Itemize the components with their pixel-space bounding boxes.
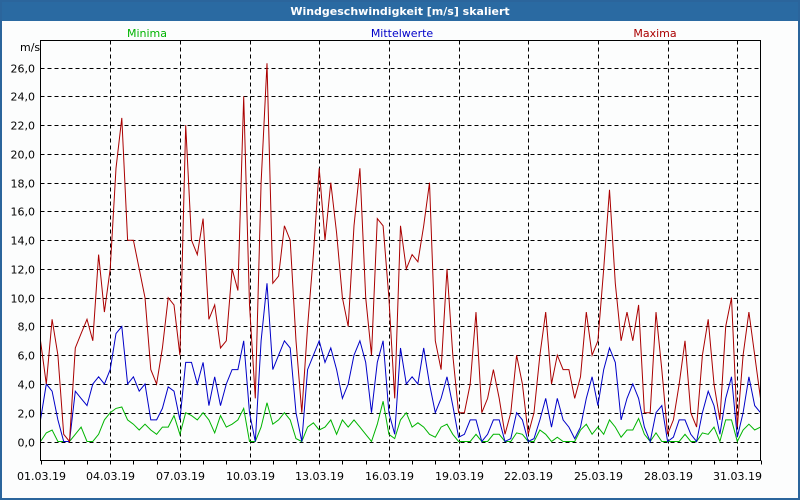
y-tick-label: 24,0	[11, 91, 36, 104]
x-tick-label: 13.03.19	[295, 470, 344, 483]
legend-maxima: Maxima	[633, 27, 677, 40]
y-tick-label: 20,0	[11, 149, 36, 162]
y-tick-label: 14,0	[11, 235, 36, 248]
x-tick-label: 04.03.19	[86, 470, 135, 483]
x-tick-label: 28.03.19	[644, 470, 693, 483]
y-tick-label: 12,0	[11, 264, 36, 277]
x-tick-label: 07.03.19	[156, 470, 205, 483]
chart-grid	[40, 40, 761, 461]
x-tick-label: 16.03.19	[365, 470, 414, 483]
y-tick-label: 10,0	[11, 293, 36, 306]
y-axis: 0,0 2,0 4,0 6,0 8,0 10,0 12,0 14,0 16,0 18,0 20,0 2…	[11, 63, 36, 450]
x-tick-label: 10.03.19	[226, 470, 275, 483]
y-tick-label: 8,0	[18, 321, 36, 334]
legend-mean: Mittelwerte	[370, 27, 434, 40]
window-title: Windgeschwindigkeit [m/s] skaliert	[2, 2, 798, 21]
x-tick-label: 19.03.19	[435, 470, 484, 483]
series-minima-line	[40, 401, 761, 444]
y-axis-unit: m/s	[20, 41, 41, 54]
y-tick-label: 22,0	[11, 120, 36, 133]
plot-area-frame	[40, 40, 761, 461]
x-tick-label: 01.03.19	[17, 470, 66, 483]
x-tick-label: 25.03.19	[574, 470, 623, 483]
series-maxima-line	[40, 63, 761, 443]
chart-series	[40, 63, 761, 444]
legend-minima: Minima	[126, 27, 168, 40]
y-tick-label: 2,0	[18, 408, 36, 421]
y-tick-label: 0,0	[18, 437, 36, 450]
y-tick-label: 4,0	[18, 379, 36, 392]
y-tick-label: 26,0	[11, 63, 36, 76]
y-tick-label: 16,0	[11, 206, 36, 219]
y-tick-label: 6,0	[18, 350, 36, 363]
x-tick-label: 22.03.19	[504, 470, 553, 483]
series-mittelwerte-line	[40, 283, 761, 444]
x-tick-label: 31.03.19	[713, 470, 762, 483]
x-axis: 01.03.19 04.03.19 07.03.19 10.03.19 13.03.19…	[17, 460, 762, 483]
y-tick-label: 18,0	[11, 178, 36, 191]
